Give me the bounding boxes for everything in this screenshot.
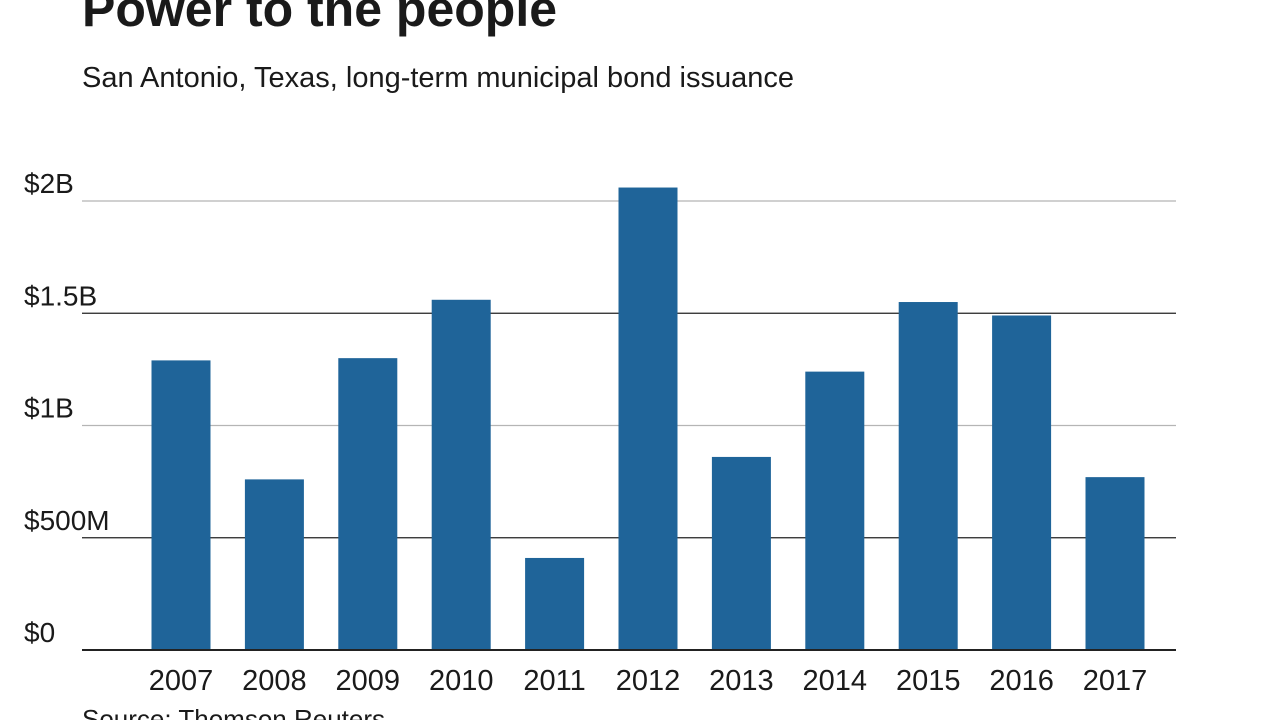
bars bbox=[82, 187, 1176, 651]
source-note: Source: Thomson Reuters bbox=[82, 704, 385, 720]
y-tick-label: $500M bbox=[24, 505, 110, 536]
y-tick-label: $1B bbox=[24, 393, 74, 424]
y-axis-tick-labels: $0 $500M $1B $1.5B $2B bbox=[24, 168, 110, 648]
bar-2009 bbox=[338, 358, 398, 650]
bar-2007 bbox=[151, 360, 211, 650]
chart-subtitle: San Antonio, Texas, long-term municipal … bbox=[82, 62, 795, 94]
x-tick-label: 2008 bbox=[242, 665, 307, 697]
x-tick-label: 2012 bbox=[616, 665, 681, 697]
x-tick-label: 2007 bbox=[149, 665, 214, 697]
bar-2010 bbox=[431, 299, 491, 650]
bar-2011 bbox=[525, 557, 585, 650]
bar-2016 bbox=[992, 315, 1052, 650]
x-axis-tick-labels: 2007 2008 2009 2010 2011 2012 2013 2014 2015 2016… bbox=[149, 665, 1148, 697]
bar-2015 bbox=[898, 302, 958, 650]
x-tick-label: 2013 bbox=[709, 665, 774, 697]
y-tick-label: $1.5B bbox=[24, 280, 97, 311]
bar-2017 bbox=[1085, 477, 1145, 650]
x-tick-label: 2015 bbox=[896, 665, 961, 697]
bar-2014 bbox=[805, 371, 865, 650]
x-tick-label: 2016 bbox=[989, 665, 1054, 697]
x-tick-label: 2017 bbox=[1083, 665, 1148, 697]
x-tick-label: 2014 bbox=[803, 665, 868, 697]
y-tick-label: $2B bbox=[24, 168, 74, 199]
bar-2012 bbox=[618, 187, 678, 650]
x-tick-label: 2011 bbox=[523, 665, 585, 697]
x-tick-label: 2009 bbox=[336, 665, 401, 697]
y-tick-label: $0 bbox=[24, 617, 55, 648]
chart-title: Power to the people bbox=[82, 0, 558, 37]
x-tick-label: 2010 bbox=[429, 665, 494, 697]
bar-2008 bbox=[244, 479, 304, 650]
bar-2013 bbox=[711, 456, 771, 650]
